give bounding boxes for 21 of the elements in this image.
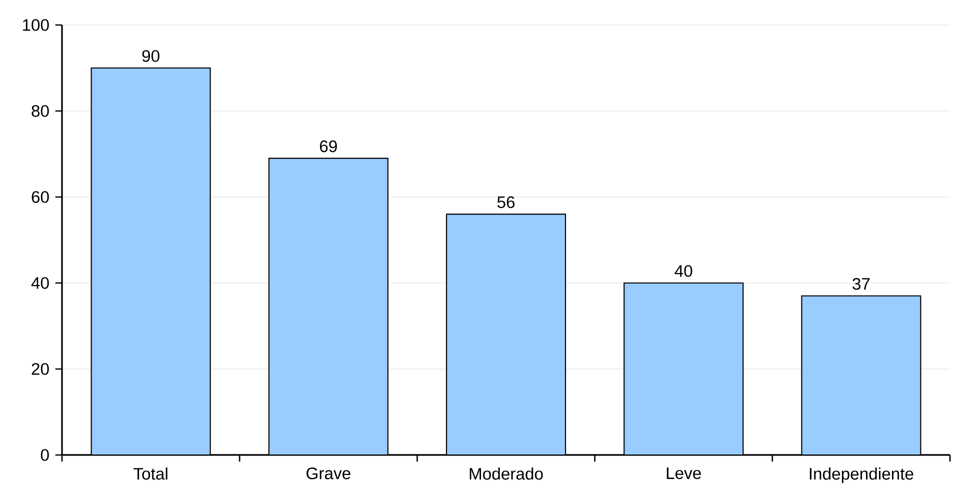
data-label: 40	[674, 265, 692, 277]
data-label: 90	[142, 50, 160, 62]
y-tick-label: 0	[40, 449, 49, 461]
bar	[268, 158, 388, 455]
x-tick-label: Moderado	[470, 467, 543, 480]
bar	[446, 214, 566, 455]
y-tick-label: 60	[32, 191, 49, 203]
data-label: 56	[497, 196, 515, 208]
y-tick-label: 20	[32, 363, 49, 375]
y-tick-label: 40	[31, 277, 49, 289]
y-tick-label: 100	[22, 19, 49, 31]
y-tick-label: 80	[32, 105, 49, 117]
bar	[801, 295, 922, 455]
x-tick-label: Leve	[666, 467, 701, 480]
x-tick-label: Grave	[306, 467, 350, 480]
bar	[90, 67, 211, 455]
x-tick-label: Total	[134, 467, 168, 480]
data-label: 69	[320, 140, 337, 152]
bar	[624, 282, 744, 455]
data-label: 37	[852, 278, 870, 290]
x-tick-label: Independiente	[810, 467, 914, 483]
